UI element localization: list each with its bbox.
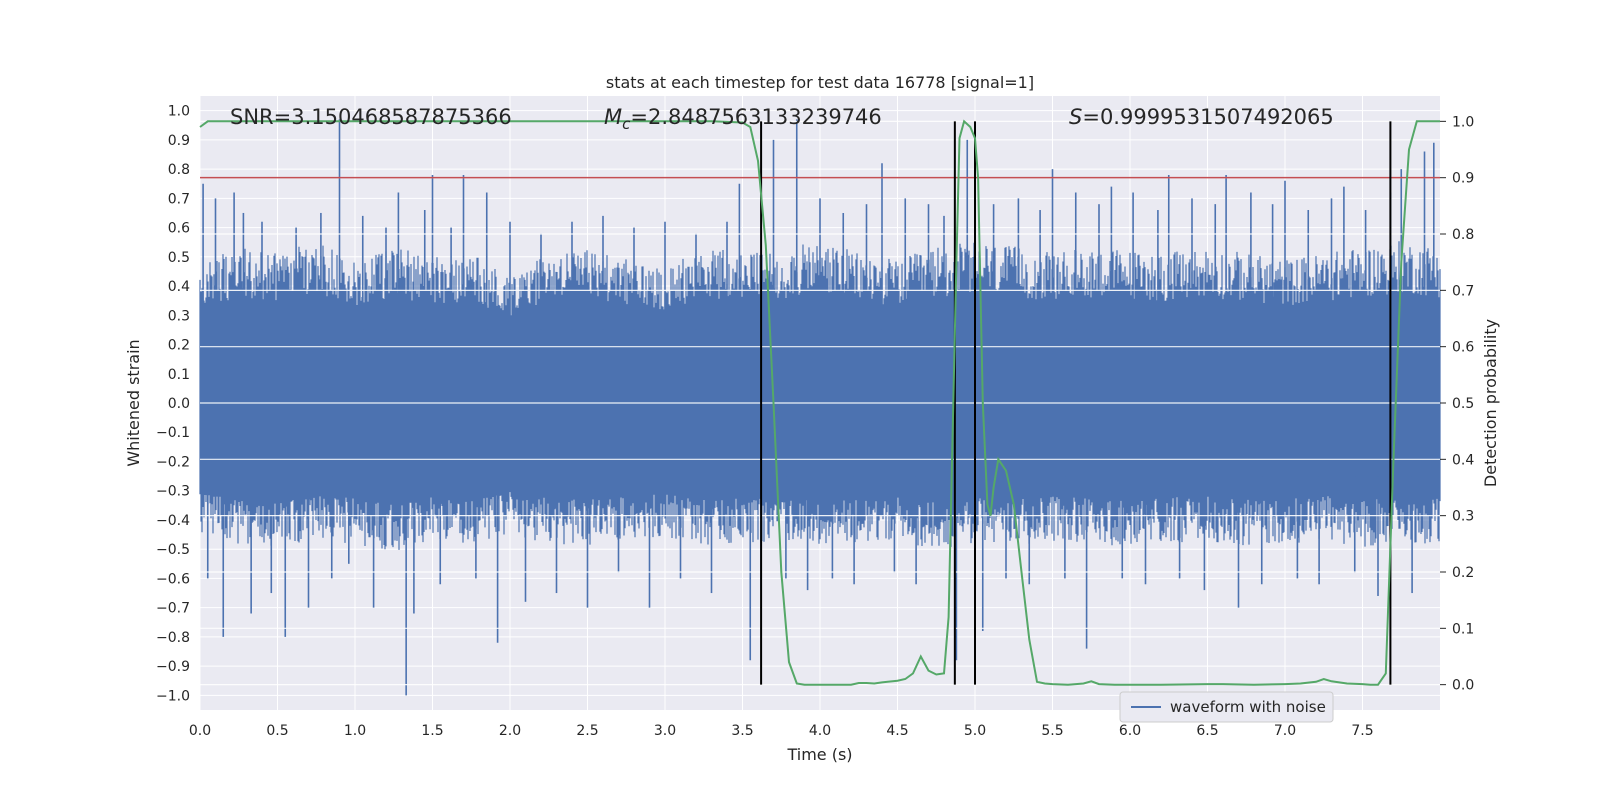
x-tick-label: 6.5: [1196, 723, 1218, 739]
y2-tick-label: 0.2: [1452, 565, 1474, 581]
x-tick-label: 6.0: [1119, 723, 1141, 739]
x-tick-label: 3.5: [731, 723, 753, 739]
x-tick-label: 7.5: [1351, 723, 1373, 739]
y-tick-label: −0.6: [156, 571, 190, 587]
y2-tick-label: 1.0: [1452, 114, 1474, 130]
probability-line: [199, 119, 1440, 686]
y-tick-label: 0.3: [168, 308, 190, 324]
legend-box: [1119, 691, 1334, 723]
mc-annotation: Mc=2.8487563133239746: [604, 105, 882, 133]
y-ticks: 1.0 0.9 0.8 0.7 0.6 0.5 0.4 0.3 0.2 0.1 0.0 −0.1 −0.…: [156, 104, 190, 705]
y-tick-label: −0.4: [156, 513, 190, 529]
s-symbol: S: [1069, 105, 1082, 129]
x-tick-label: 4.0: [809, 723, 831, 739]
waveform-band: [199, 240, 1441, 550]
y2-tick-label: 0.3: [1452, 509, 1474, 525]
y-tick-label: −0.1: [156, 425, 190, 441]
probability-series: [199, 119, 1440, 686]
y-tick-label: 0.9: [168, 133, 190, 149]
y-tick-label: 1.0: [168, 104, 190, 120]
x-tick-label: 1.0: [344, 723, 366, 739]
y-tick-label: 0.7: [168, 191, 190, 207]
y-tick-label: 0.4: [168, 279, 190, 295]
x-tick-label: 2.5: [576, 723, 598, 739]
y-tick-label: −0.7: [156, 601, 190, 617]
x-tick-label: 1.5: [421, 723, 443, 739]
y2-tick-label: 0.7: [1452, 283, 1474, 299]
y2-tick-label: 0.8: [1452, 227, 1474, 243]
x-tick-label: 5.5: [1041, 723, 1063, 739]
s-annotation: S=0.9999531507492065: [1069, 105, 1334, 129]
mc-symbol: M: [604, 105, 622, 129]
y2-tick-label: 0.1: [1452, 621, 1474, 637]
y-tick-label: −0.9: [156, 659, 190, 675]
y-axis-label: Whitened strain: [124, 339, 143, 466]
y2-axis-label: Detection probability: [1481, 319, 1500, 487]
y2-ticks: 1.0 0.9 0.8 0.7 0.6 0.5 0.4 0.3 0.2 0.1 0.0: [1440, 114, 1474, 694]
y2-tick-label: 0.9: [1452, 171, 1474, 187]
y-tick-label: −0.3: [156, 484, 190, 500]
y-tick-label: −0.8: [156, 630, 190, 646]
y2-tick-label: 0.0: [1452, 678, 1474, 694]
y2-tick-label: 0.4: [1452, 452, 1474, 468]
y-tick-label: 0.8: [168, 162, 190, 178]
y-tick-label: −0.5: [156, 542, 190, 558]
snr-annotation: SNR=3.150468587875366: [230, 105, 512, 129]
x-axis-label: Time (s): [786, 745, 852, 764]
y-tick-label: 0.5: [168, 250, 190, 266]
x-tick-label: 7.0: [1274, 723, 1296, 739]
s-value: =0.9999531507492065: [1082, 105, 1333, 129]
x-tick-label: 3.0: [654, 723, 676, 739]
legend: waveform with noise: [1119, 691, 1334, 723]
mc-subscript: c: [622, 115, 631, 133]
y-tick-label: 0.6: [168, 221, 190, 237]
y-tick-label: −0.2: [156, 454, 190, 470]
y-tick-label: 0.2: [168, 338, 190, 354]
x-tick-label: 0.0: [189, 723, 211, 739]
y-tick-label: 0.0: [168, 396, 190, 412]
x-tick-label: 5.0: [964, 723, 986, 739]
y2-tick-label: 0.5: [1452, 396, 1474, 412]
mc-value: =2.8487563133239746: [630, 105, 881, 129]
x-tick-label: 0.5: [266, 723, 288, 739]
chart-title: stats at each timestep for test data 167…: [606, 73, 1034, 92]
legend-label: waveform with noise: [1170, 698, 1326, 716]
event-markers: [760, 121, 1392, 685]
y2-tick-label: 0.6: [1452, 340, 1474, 356]
y-tick-label: 0.1: [168, 367, 190, 383]
y-tick-label: −1.0: [156, 688, 190, 704]
x-ticks: 0.0 0.5 1.0 1.5 2.0 2.5 3.0 3.5 4.0 4.5 5.0 5.5 6.0 6…: [189, 723, 1374, 739]
x-tick-label: 4.5: [886, 723, 908, 739]
x-tick-label: 2.0: [499, 723, 521, 739]
